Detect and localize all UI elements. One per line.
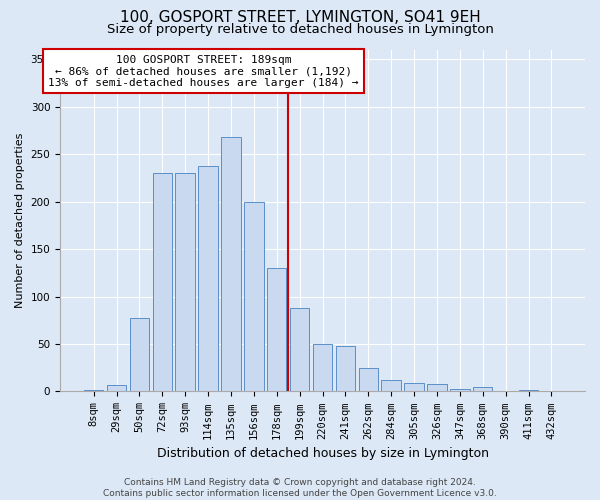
X-axis label: Distribution of detached houses by size in Lymington: Distribution of detached houses by size … [157,447,488,460]
Bar [199,166,218,392]
Bar [175,174,195,392]
Text: Size of property relative to detached houses in Lymington: Size of property relative to detached ho… [107,22,493,36]
Bar [382,380,401,392]
Bar [359,368,378,392]
Bar [335,346,355,392]
Bar [313,344,332,392]
Bar [152,174,172,392]
Bar [519,390,538,392]
Bar [450,388,470,392]
Text: 100, GOSPORT STREET, LYMINGTON, SO41 9EH: 100, GOSPORT STREET, LYMINGTON, SO41 9EH [119,10,481,25]
Y-axis label: Number of detached properties: Number of detached properties [15,133,25,308]
Bar [267,268,286,392]
Bar [404,383,424,392]
Text: 100 GOSPORT STREET: 189sqm
← 86% of detached houses are smaller (1,192)
13% of s: 100 GOSPORT STREET: 189sqm ← 86% of deta… [48,54,359,88]
Bar [244,202,263,392]
Bar [290,308,310,392]
Bar [107,385,126,392]
Bar [473,386,493,392]
Bar [221,138,241,392]
Text: Contains HM Land Registry data © Crown copyright and database right 2024.
Contai: Contains HM Land Registry data © Crown c… [103,478,497,498]
Bar [84,390,103,392]
Bar [130,318,149,392]
Bar [427,384,446,392]
